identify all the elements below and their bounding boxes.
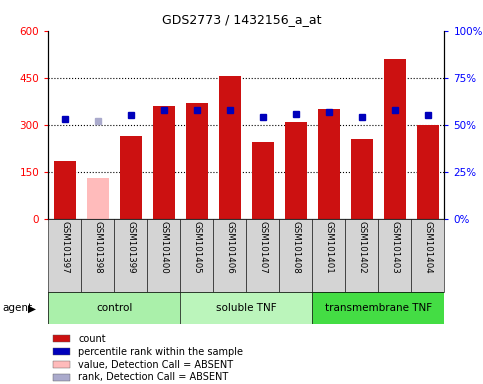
Bar — [153, 106, 174, 219]
Text: transmembrane TNF: transmembrane TNF — [325, 303, 432, 313]
Bar — [180, 292, 313, 324]
Text: value, Detection Call = ABSENT: value, Detection Call = ABSENT — [78, 359, 233, 369]
Bar — [313, 219, 345, 292]
Bar — [384, 59, 406, 219]
Text: GSM101402: GSM101402 — [357, 221, 366, 274]
Text: GSM101408: GSM101408 — [291, 221, 300, 274]
Bar — [53, 348, 70, 355]
Text: soluble TNF: soluble TNF — [216, 303, 277, 313]
Text: GSM101399: GSM101399 — [127, 221, 135, 273]
Text: GSM101406: GSM101406 — [226, 221, 234, 274]
Bar — [378, 219, 412, 292]
Text: GSM101407: GSM101407 — [258, 221, 267, 274]
Text: GSM101401: GSM101401 — [325, 221, 333, 274]
Bar — [53, 361, 70, 368]
Text: GDS2773 / 1432156_a_at: GDS2773 / 1432156_a_at — [162, 13, 321, 26]
Bar — [54, 161, 75, 219]
Bar — [147, 219, 180, 292]
Bar — [53, 374, 70, 381]
Bar — [87, 178, 109, 219]
Text: GSM101398: GSM101398 — [93, 221, 102, 274]
Bar — [351, 139, 372, 219]
Bar — [219, 76, 241, 219]
Text: control: control — [96, 303, 132, 313]
Text: GSM101404: GSM101404 — [424, 221, 432, 274]
Text: percentile rank within the sample: percentile rank within the sample — [78, 347, 243, 357]
Bar — [53, 336, 70, 343]
Text: GSM101405: GSM101405 — [192, 221, 201, 274]
Bar — [252, 142, 273, 219]
Bar — [345, 219, 378, 292]
Bar — [246, 219, 279, 292]
Bar — [186, 103, 208, 219]
Text: GSM101403: GSM101403 — [390, 221, 399, 274]
Bar — [120, 136, 142, 219]
Text: GSM101397: GSM101397 — [60, 221, 69, 274]
Text: ▶: ▶ — [28, 303, 36, 313]
Text: agent: agent — [2, 303, 32, 313]
Bar — [48, 292, 180, 324]
Bar — [417, 125, 439, 219]
Bar — [318, 109, 340, 219]
Text: rank, Detection Call = ABSENT: rank, Detection Call = ABSENT — [78, 372, 228, 382]
Bar — [279, 219, 313, 292]
Bar — [412, 219, 444, 292]
Text: GSM101400: GSM101400 — [159, 221, 168, 274]
Bar — [48, 219, 81, 292]
Bar — [114, 219, 147, 292]
Text: count: count — [78, 334, 106, 344]
Bar — [81, 219, 114, 292]
Bar — [180, 219, 213, 292]
Bar — [213, 219, 246, 292]
Bar — [285, 122, 307, 219]
Bar — [313, 292, 444, 324]
